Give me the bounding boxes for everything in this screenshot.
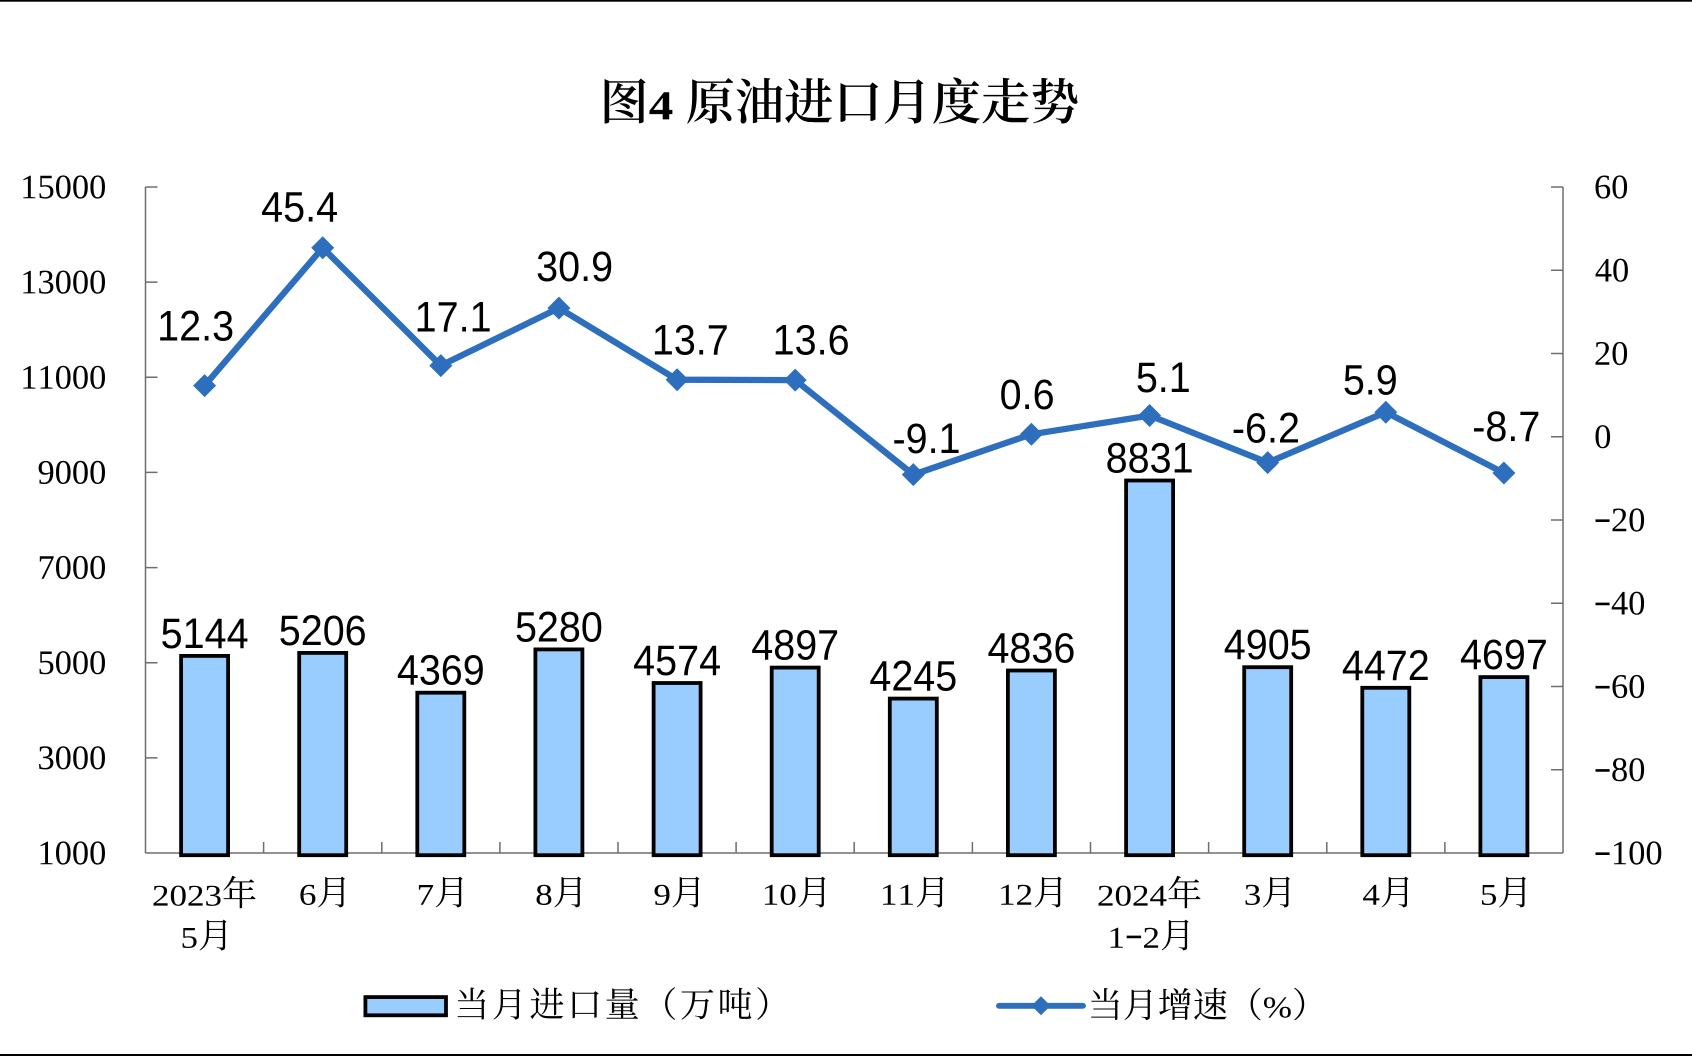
svg-text:4574: 4574 — [633, 637, 721, 685]
svg-text:4369: 4369 — [397, 646, 485, 694]
svg-text:13.7: 13.7 — [652, 316, 729, 364]
svg-text:0.6: 0.6 — [1000, 371, 1055, 419]
svg-text:12.3: 12.3 — [157, 302, 234, 350]
svg-text:45.4: 45.4 — [261, 183, 338, 231]
svg-text:13.6: 13.6 — [773, 316, 850, 364]
svg-text:5280: 5280 — [515, 603, 603, 651]
svg-text:8831: 8831 — [1106, 434, 1194, 482]
svg-text:-9.1: -9.1 — [892, 415, 960, 463]
svg-text:5206: 5206 — [279, 607, 367, 655]
svg-text:30.9: 30.9 — [536, 243, 613, 291]
svg-text:4697: 4697 — [1460, 631, 1548, 679]
svg-text:4897: 4897 — [751, 621, 839, 669]
svg-text:5.1: 5.1 — [1136, 354, 1191, 402]
svg-text:4905: 4905 — [1224, 621, 1312, 669]
svg-text:-8.7: -8.7 — [1472, 403, 1540, 451]
svg-text:4245: 4245 — [869, 652, 957, 700]
svg-text:5144: 5144 — [161, 610, 249, 658]
svg-text:4472: 4472 — [1342, 641, 1430, 689]
svg-text:5.9: 5.9 — [1343, 356, 1398, 404]
svg-text:17.1: 17.1 — [415, 293, 492, 341]
svg-text:4836: 4836 — [987, 624, 1075, 672]
svg-text:-6.2: -6.2 — [1232, 404, 1300, 452]
